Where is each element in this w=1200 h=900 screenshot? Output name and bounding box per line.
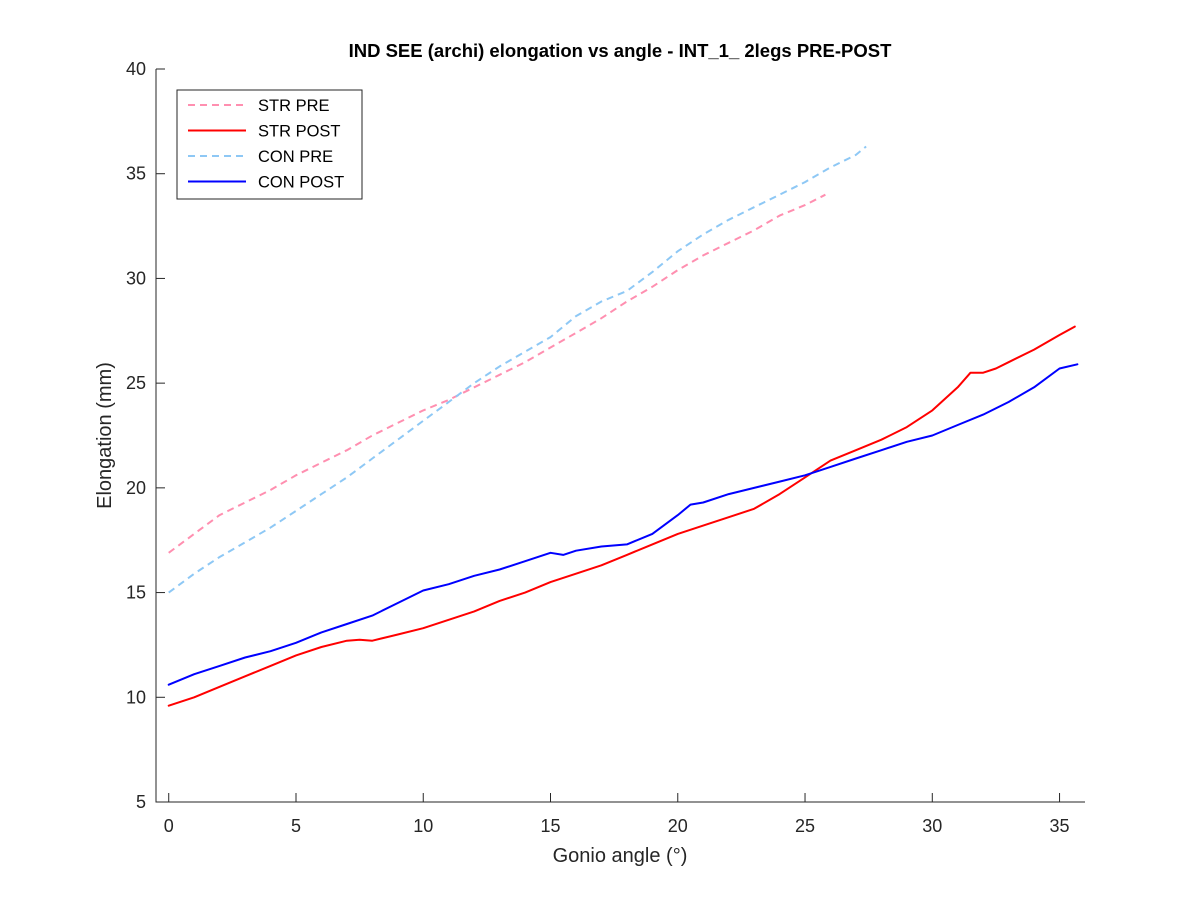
chart-title: IND SEE (archi) elongation vs angle - IN…	[349, 40, 892, 61]
series-layer	[167, 145, 1079, 707]
y-tick-label: 25	[126, 373, 146, 393]
series-line-con-post	[167, 363, 1079, 686]
legend-entries: STR PRE STR POST CON PRE CON POST	[188, 97, 344, 192]
y-tick-label: 10	[126, 687, 146, 707]
x-tick-label: 0	[164, 816, 174, 836]
y-tick-label: 5	[136, 792, 146, 812]
x-tick-label: 5	[291, 816, 301, 836]
x-tick-label: 35	[1050, 816, 1070, 836]
series-line-str-pre	[168, 193, 826, 554]
y-tick-label: 35	[126, 164, 146, 184]
legend-label-str-post: STR POST	[258, 123, 341, 141]
series-line-str-post	[167, 325, 1076, 707]
y-tick-label: 20	[126, 478, 146, 498]
legend-label-str-pre: STR PRE	[258, 97, 330, 115]
series-line-con-pre	[168, 145, 867, 594]
y-axis-label: Elongation (mm)	[94, 362, 116, 509]
x-tick-label: 30	[922, 816, 942, 836]
legend-label-con-post: CON POST	[258, 174, 344, 192]
legend: STR PRE STR POST CON PRE CON POST	[176, 89, 363, 200]
x-axis-ticks: 0 5 10 15 20 25 30 35	[164, 793, 1070, 836]
x-tick-label: 10	[413, 816, 433, 836]
legend-label-con-pre: CON PRE	[258, 148, 333, 166]
x-tick-label: 20	[668, 816, 688, 836]
y-tick-label: 40	[126, 59, 146, 79]
x-axis-label: Gonio angle (°)	[553, 845, 688, 867]
x-tick-label: 15	[540, 816, 560, 836]
y-tick-label: 30	[126, 268, 146, 288]
y-tick-label: 15	[126, 583, 146, 603]
x-tick-label: 25	[795, 816, 815, 836]
y-axis-ticks: 5 10 15 20 25 30 35 40	[126, 59, 165, 812]
